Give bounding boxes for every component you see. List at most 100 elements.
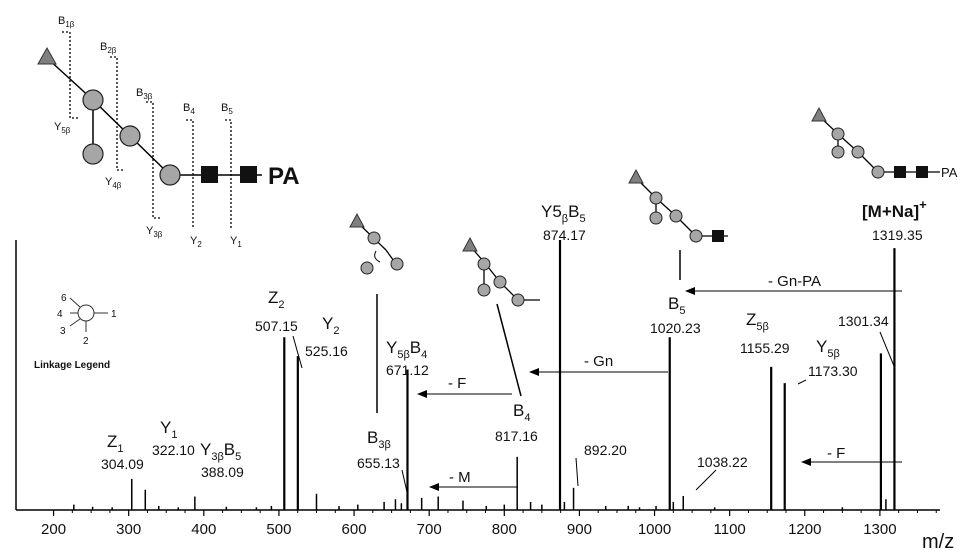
galactose-circle-icon [689,229,703,243]
label-b5-mz: 1020.23 [650,320,701,336]
cleavage-y1: Y1 [230,235,242,249]
cleavage-b5: B5 [221,102,233,116]
label-y5b-b4: Y5βB4 [386,338,427,361]
galactose-circle-icon [367,231,381,245]
peak-group [73,240,896,510]
legend-pos-1: 1 [111,309,117,320]
label-b3b-mz: 655.13 [357,455,400,471]
cleavage-y3b: Y3β [146,225,163,239]
cleavage-y4b: Y4β [105,176,122,190]
cleavage-b1b: B1β [58,15,75,29]
galactose-circle-icon [360,261,374,275]
label-precursor-mz: 1319.35 [872,227,923,243]
label-z2-mz: 507.15 [255,318,298,334]
legend-title: Linkage Legend [34,360,110,371]
structure-connectors [376,250,681,413]
fucose-triangle-icon [811,106,827,122]
fucose-triangle-icon [462,236,478,252]
loss-label-f-2: - F [827,445,845,462]
label-y5b-b5: Y5βB5 [541,202,586,225]
cleavage-y2: Y2 [190,235,202,249]
label-y2-mz: 525.16 [305,343,348,359]
x-axis-label: m/z [922,531,954,553]
loss-label-m: - M [449,469,471,486]
x-tick-label: 400 [191,521,216,538]
galactose-circle-icon [493,275,507,289]
galactose-circle-icon [831,145,845,159]
label-y5b-b5-mz: 874.17 [543,227,586,243]
fucose-triangle-icon [349,212,365,228]
x-tick-label: 700 [417,521,442,538]
galactose-circle-icon [159,164,181,186]
legend-pos-6: 6 [61,293,67,304]
galactose-circle-icon [851,145,865,159]
x-tick-label: 1200 [788,521,821,538]
label-1038-mz: 1038.22 [697,454,748,470]
x-tick-label: 800 [492,521,517,538]
x-tick-label: 600 [342,521,367,538]
x-tick-label: 1300 [863,521,896,538]
neutral-loss-arrows [417,287,902,491]
galactose-circle-icon [831,127,845,141]
loss-label-gn: - Gn [584,353,613,370]
fragment-sketch-b5 [628,168,728,243]
galactose-circle-icon [82,143,104,165]
glcnac-square-icon [240,166,257,183]
cleavage-b2b: B2β [100,41,117,55]
legend-pos-3: 3 [60,326,66,337]
loss-label-gn-pa: - Gn-PA [768,273,821,290]
galactose-circle-icon [649,211,663,225]
label-precursor: [M+Na]+ [862,197,927,221]
label-y1: Y1 [160,418,177,441]
fragment-sketch-b4 [462,236,540,307]
label-y5b: Y5β [816,337,840,360]
legend-pos-2: 2 [83,336,89,347]
label-z1: Z1 [107,432,124,455]
label-y5b-b4-mz: 671.12 [386,362,429,378]
label-b4-mz: 817.16 [495,428,538,444]
legend-residue-icon [77,304,95,322]
galactose-circle-icon [477,257,491,271]
cleavage-y5b: Y5β [54,121,71,135]
galactose-circle-icon [669,209,683,223]
cleavage-b4: B4 [183,102,195,116]
x-tick-label: 1000 [638,521,671,538]
label-b4: B4 [513,401,530,424]
cleavage-b3b: B3β [136,87,153,101]
galactose-circle-icon [649,191,663,205]
label-z5b-mz: 1155.29 [740,340,790,356]
x-tick-label: 900 [567,521,592,538]
label-892-mz: 892.20 [584,442,627,458]
label-y3b-b5-mz: 388.09 [201,464,244,480]
label-z5b: Z5β [746,310,769,333]
galactose-circle-icon [477,283,491,297]
fragment-sketch-b3b [349,212,404,275]
label-y3b-b5: Y3βB5 [200,440,241,463]
galactose-circle-icon [119,125,141,147]
label-b5: B5 [668,294,685,317]
fragment-sketch-precursor: PA [811,106,958,180]
galactose-circle-icon [511,293,525,307]
x-tick-label: 1100 [714,521,746,538]
galactose-circle-icon [390,257,404,271]
fucose-triangle-icon [628,168,644,184]
loss-label-f-1: - F [448,375,466,392]
linkage-legend: 6 4 3 2 1 Linkage Legend [34,293,117,371]
label-b3b: B3β [367,428,391,451]
galactose-circle-icon [871,165,885,179]
glycan-structure-main: PA B1β B2β B3β B4 B5 Y5β Y4β Y3β Y2 Y1 [37,15,300,249]
galactose-circle-icon [82,89,104,111]
leader-lines [292,331,895,493]
label-1301-mz: 1301.34 [838,313,889,329]
glcnac-square-icon [916,166,928,178]
glcnac-square-icon [712,230,724,242]
x-tick-label: 500 [266,521,291,538]
glcnac-square-icon [894,166,906,178]
x-tick-group: 200 300 400 500 600 700 800 900 1000 1100 1200 1300 [41,510,937,538]
glcnac-square-icon [201,166,218,183]
label-y5b-mz: 1173.30 [808,363,858,379]
label-z2: Z2 [268,288,285,311]
x-tick-label: 200 [41,521,66,538]
label-z1-mz: 304.09 [101,456,144,472]
